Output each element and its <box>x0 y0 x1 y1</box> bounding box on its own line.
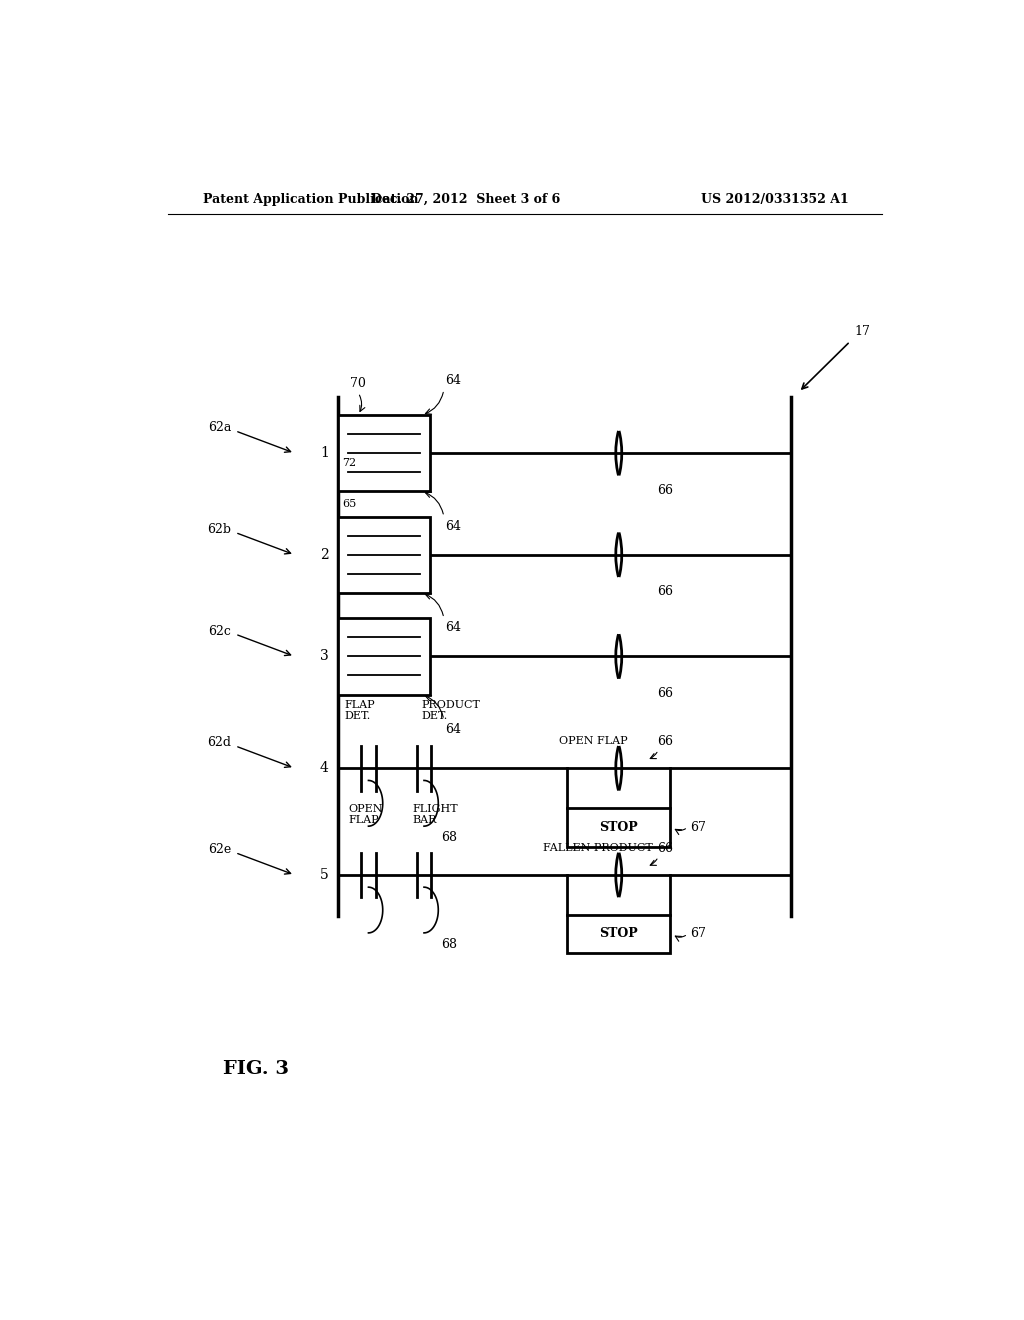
Text: OPEN FLAP: OPEN FLAP <box>559 735 628 746</box>
Text: 62c: 62c <box>208 624 231 638</box>
Text: 64: 64 <box>445 374 462 387</box>
Text: 70: 70 <box>350 376 367 389</box>
Text: 66: 66 <box>656 686 673 700</box>
Text: 66: 66 <box>656 483 673 496</box>
Text: 3: 3 <box>321 649 329 664</box>
Text: 62e: 62e <box>208 843 231 857</box>
Text: STOP: STOP <box>599 821 638 834</box>
Text: 64: 64 <box>445 622 462 635</box>
Text: 4: 4 <box>319 762 329 775</box>
Text: 68: 68 <box>441 939 458 950</box>
Text: FLIGHT
BAR: FLIGHT BAR <box>412 804 458 825</box>
Bar <box>338 618 430 694</box>
Text: STOP: STOP <box>599 928 638 940</box>
Bar <box>338 516 430 593</box>
Bar <box>567 808 671 846</box>
Text: FALLEN PRODUCT: FALLEN PRODUCT <box>544 842 653 853</box>
Text: 17: 17 <box>854 325 870 338</box>
Text: 1: 1 <box>319 446 329 461</box>
Text: 67: 67 <box>690 821 707 834</box>
Text: Patent Application Publication: Patent Application Publication <box>204 193 419 206</box>
Text: 64: 64 <box>445 520 462 533</box>
Text: PRODUCT
DET.: PRODUCT DET. <box>422 700 480 721</box>
Text: 72: 72 <box>342 458 356 469</box>
Text: 62b: 62b <box>207 523 231 536</box>
Text: 65: 65 <box>342 499 356 510</box>
Bar <box>338 414 430 491</box>
Text: 64: 64 <box>445 723 462 737</box>
Text: 68: 68 <box>441 832 458 845</box>
Text: FIG. 3: FIG. 3 <box>223 1060 289 1078</box>
Bar <box>567 915 671 953</box>
Text: FLAP
DET.: FLAP DET. <box>345 700 375 721</box>
Text: 66: 66 <box>656 585 673 598</box>
Text: 62d: 62d <box>207 737 231 750</box>
Text: 67: 67 <box>690 928 707 940</box>
Text: 2: 2 <box>321 548 329 562</box>
Text: OPEN
FLAP: OPEN FLAP <box>348 804 383 825</box>
Text: 66: 66 <box>656 842 673 854</box>
Text: 5: 5 <box>321 869 329 882</box>
Text: Dec. 27, 2012  Sheet 3 of 6: Dec. 27, 2012 Sheet 3 of 6 <box>371 193 560 206</box>
Text: US 2012/0331352 A1: US 2012/0331352 A1 <box>700 193 849 206</box>
Text: 62a: 62a <box>208 421 231 434</box>
Text: 66: 66 <box>656 735 673 748</box>
